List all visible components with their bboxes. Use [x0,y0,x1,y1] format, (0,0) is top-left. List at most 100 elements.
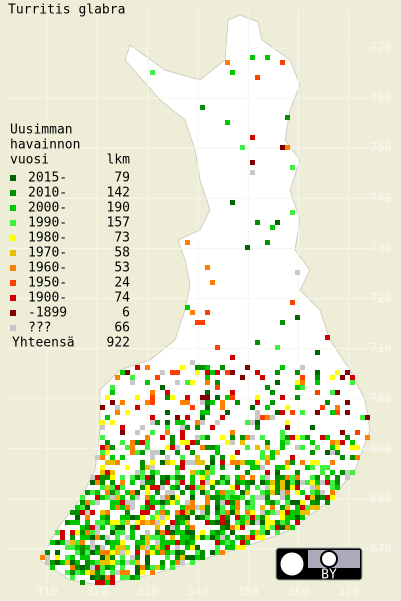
record-square [140,520,145,525]
record-square [170,395,175,400]
record-square [215,385,220,390]
record-square [335,485,340,490]
title: Turritis glabra [8,3,125,18]
record-square [160,550,165,555]
record-square [235,500,240,505]
record-square [280,465,285,470]
record-square [130,375,135,380]
record-square [265,495,270,500]
record-square [230,200,235,205]
record-square [110,475,115,480]
record-square [115,375,120,380]
record-square [250,500,255,505]
record-square [280,145,285,150]
record-square [330,490,335,495]
record-square [280,485,285,490]
record-square [200,320,205,325]
record-square [130,500,135,505]
record-square [195,555,200,560]
record-square [205,515,210,520]
record-square [160,370,165,375]
record-square [185,425,190,430]
record-square [320,480,325,485]
record-square [205,370,210,375]
record-square [260,375,265,380]
record-square [205,510,210,515]
record-square [80,530,85,535]
record-square [315,460,320,465]
record-square [215,420,220,425]
record-square [225,545,230,550]
record-square [225,370,230,375]
record-square [100,555,105,560]
record-square [260,495,265,500]
record-square [210,485,215,490]
y-tick-label: 740 [370,191,392,205]
record-square [285,425,290,430]
record-square [215,550,220,555]
record-square [100,525,105,530]
record-square [240,460,245,465]
record-square [185,545,190,550]
record-square [150,420,155,425]
record-square [295,470,300,475]
legend-swatch [10,205,16,211]
record-square [195,370,200,375]
record-square [70,565,75,570]
record-square [240,375,245,380]
record-square [145,560,150,565]
record-square [310,425,315,430]
record-square [170,565,175,570]
record-square [200,445,205,450]
record-square [85,565,90,570]
legend-label: 1970- [28,246,67,261]
record-square [170,500,175,505]
record-square [115,410,120,415]
record-square [105,450,110,455]
record-square [300,460,305,465]
record-square [135,450,140,455]
record-square [110,470,115,475]
record-square [230,390,235,395]
record-square [140,570,145,575]
record-square [135,490,140,495]
record-square [210,445,215,450]
record-square [210,370,215,375]
record-square [260,465,265,470]
record-square [290,475,295,480]
record-square [265,440,270,445]
record-square [180,425,185,430]
record-square [60,535,65,540]
record-square [145,400,150,405]
record-square [200,400,205,405]
record-square [205,505,210,510]
record-square [120,565,125,570]
record-square [205,500,210,505]
record-square [160,450,165,455]
record-square [75,530,80,535]
record-square [190,310,195,315]
record-square [115,550,120,555]
record-square [235,525,240,530]
record-square [130,440,135,445]
record-square [285,145,290,150]
record-square [290,510,295,515]
legend-swatch [10,190,16,196]
record-square [100,515,105,520]
record-square [340,440,345,445]
record-square [345,410,350,415]
record-square [110,485,115,490]
record-square [135,395,140,400]
record-square [220,515,225,520]
record-square [135,545,140,550]
record-square [225,525,230,530]
record-square [220,505,225,510]
record-square [220,475,225,480]
record-square [80,570,85,575]
record-square [235,510,240,515]
record-square [80,540,85,545]
record-square [190,525,195,530]
record-square [200,535,205,540]
record-square [240,535,245,540]
record-square [115,570,120,575]
